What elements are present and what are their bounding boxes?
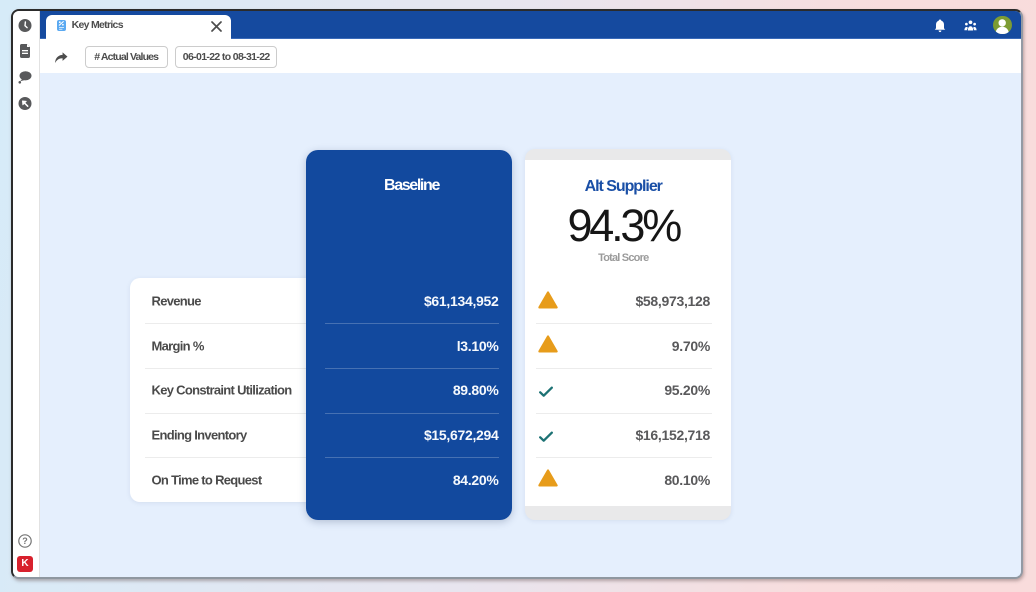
svg-text:?: ? [22, 536, 28, 546]
